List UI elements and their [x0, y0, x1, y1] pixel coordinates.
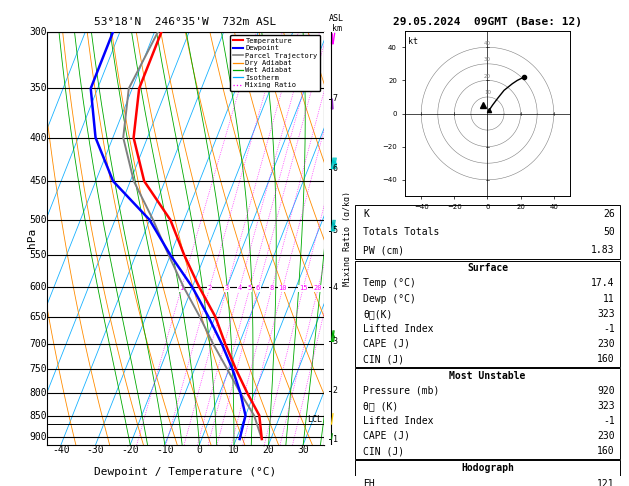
Text: 900: 900: [30, 432, 47, 442]
Text: Surface: Surface: [467, 263, 508, 273]
Bar: [355, 205, 620, 260]
Text: -20: -20: [121, 445, 139, 455]
Text: Lifted Index: Lifted Index: [363, 324, 433, 334]
Text: 1: 1: [333, 434, 338, 444]
Text: 1: 1: [179, 285, 184, 292]
Text: 10: 10: [279, 285, 287, 292]
Text: Totals Totals: Totals Totals: [363, 227, 439, 237]
Text: 2: 2: [208, 285, 211, 292]
Text: 160: 160: [597, 354, 615, 364]
Text: 3: 3: [333, 337, 338, 346]
Text: 400: 400: [30, 133, 47, 143]
Text: 323: 323: [597, 309, 615, 319]
Text: 53°18'N  246°35'W  732m ASL: 53°18'N 246°35'W 732m ASL: [94, 17, 277, 27]
Bar: [355, 260, 620, 366]
Text: CAPE (J): CAPE (J): [363, 339, 410, 349]
Text: -1: -1: [603, 324, 615, 334]
Text: 2: 2: [333, 386, 338, 395]
Text: 5: 5: [247, 285, 252, 292]
Text: 750: 750: [30, 364, 47, 374]
Text: hPa: hPa: [27, 228, 37, 248]
Text: 15: 15: [299, 285, 308, 292]
Text: θᴇ(K): θᴇ(K): [363, 309, 392, 319]
Text: ASL: ASL: [329, 15, 344, 23]
Text: 30: 30: [298, 445, 309, 455]
Text: 323: 323: [597, 401, 615, 411]
Text: 20: 20: [314, 285, 322, 292]
Text: 20: 20: [263, 445, 274, 455]
Text: 600: 600: [30, 282, 47, 292]
Text: 4: 4: [333, 283, 338, 292]
Polygon shape: [331, 34, 333, 44]
Text: Pressure (mb): Pressure (mb): [363, 386, 439, 396]
Text: 550: 550: [30, 250, 47, 260]
Text: Lifted Index: Lifted Index: [363, 416, 433, 426]
Text: 10: 10: [228, 445, 240, 455]
Text: 230: 230: [597, 339, 615, 349]
Text: 230: 230: [597, 431, 615, 441]
Text: 7: 7: [333, 94, 338, 104]
Text: 650: 650: [30, 312, 47, 322]
Text: 26: 26: [603, 209, 615, 219]
Text: km: km: [331, 24, 342, 34]
Text: -10: -10: [156, 445, 174, 455]
Text: 6: 6: [333, 164, 338, 173]
Text: -1: -1: [603, 416, 615, 426]
Polygon shape: [331, 99, 333, 109]
Text: 160: 160: [597, 446, 615, 456]
Text: PW (cm): PW (cm): [363, 245, 404, 255]
Legend: Temperature, Dewpoint, Parcel Trajectory, Dry Adiabat, Wet Adiabat, Isotherm, Mi: Temperature, Dewpoint, Parcel Trajectory…: [230, 35, 320, 91]
Text: 121: 121: [597, 479, 615, 486]
Text: Temp (°C): Temp (°C): [363, 278, 416, 288]
Text: CAPE (J): CAPE (J): [363, 431, 410, 441]
Bar: [355, 368, 620, 459]
Text: 350: 350: [30, 84, 47, 93]
Text: -30: -30: [87, 445, 104, 455]
Text: 300: 300: [30, 27, 47, 36]
Text: 11: 11: [603, 294, 615, 304]
Text: θᴇ (K): θᴇ (K): [363, 401, 398, 411]
Text: 8: 8: [270, 285, 274, 292]
Text: 6: 6: [256, 285, 260, 292]
Text: 800: 800: [30, 388, 47, 398]
Text: CIN (J): CIN (J): [363, 354, 404, 364]
Bar: [355, 460, 620, 486]
Text: EH: EH: [363, 479, 375, 486]
Text: 850: 850: [30, 411, 47, 420]
Text: 500: 500: [30, 215, 47, 225]
Text: Dewpoint / Temperature (°C): Dewpoint / Temperature (°C): [94, 468, 277, 477]
Text: 29.05.2024  09GMT (Base: 12): 29.05.2024 09GMT (Base: 12): [393, 17, 582, 27]
Text: 920: 920: [597, 386, 615, 396]
Text: Hodograph: Hodograph: [461, 463, 514, 473]
Text: 25: 25: [326, 285, 334, 292]
Text: 50: 50: [603, 227, 615, 237]
Text: 3: 3: [225, 285, 229, 292]
Text: K: K: [363, 209, 369, 219]
Text: 17.4: 17.4: [591, 278, 615, 288]
Text: 1.83: 1.83: [591, 245, 615, 255]
Text: Dewp (°C): Dewp (°C): [363, 294, 416, 304]
Text: 450: 450: [30, 176, 47, 186]
Text: 700: 700: [30, 339, 47, 349]
Text: -40: -40: [52, 445, 70, 455]
Text: CIN (J): CIN (J): [363, 446, 404, 456]
Text: 5: 5: [333, 226, 338, 235]
Text: Mixing Ratio (g/kg): Mixing Ratio (g/kg): [343, 191, 352, 286]
Text: 0: 0: [196, 445, 203, 455]
Text: 4: 4: [237, 285, 242, 292]
Text: Most Unstable: Most Unstable: [449, 371, 526, 381]
Text: LCL: LCL: [307, 415, 322, 424]
